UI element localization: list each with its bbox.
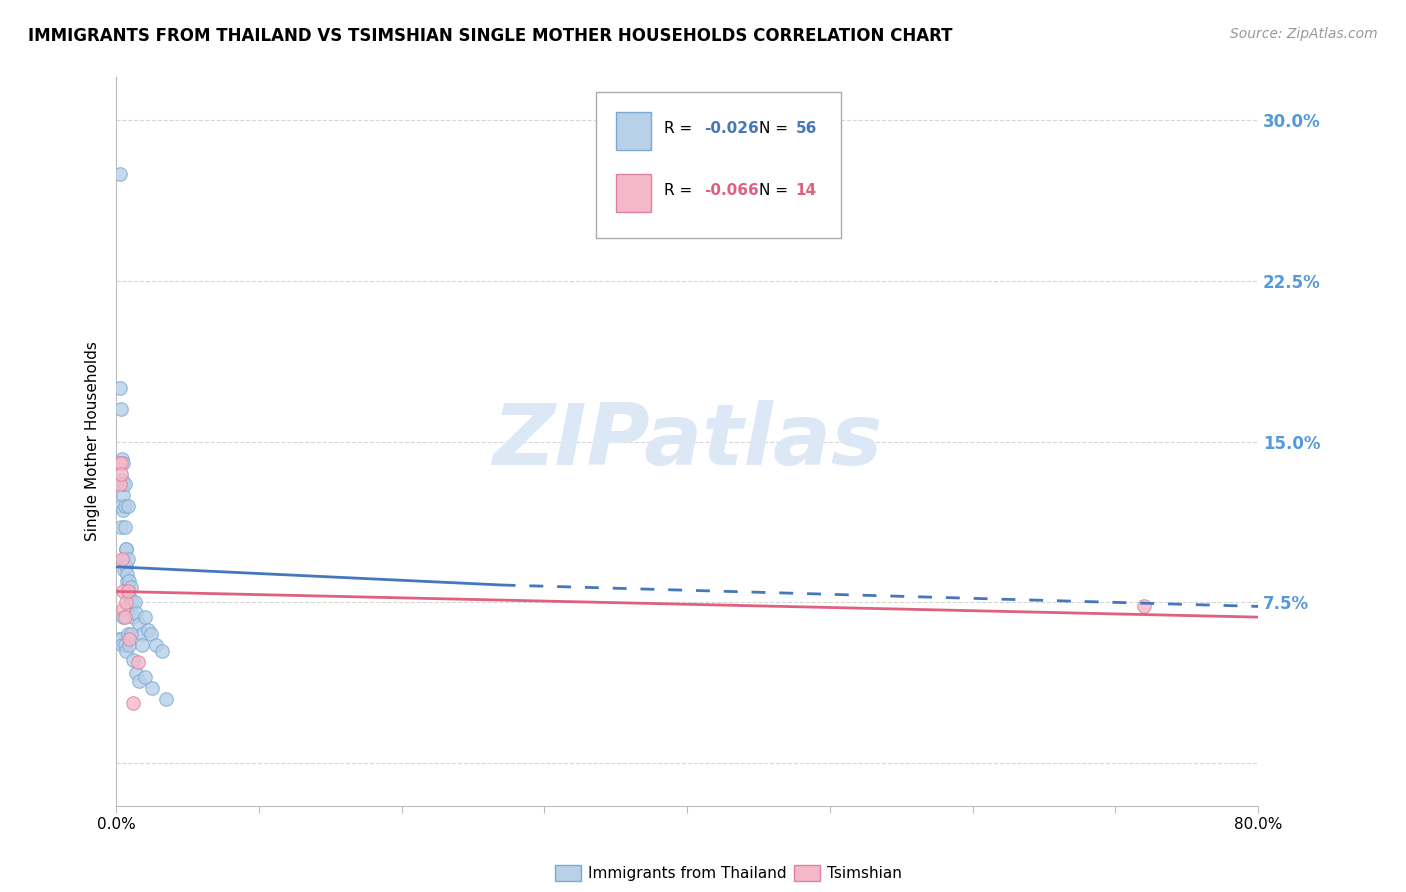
Point <box>122 696 145 710</box>
Point <box>115 541 138 556</box>
Point <box>118 589 141 603</box>
Point <box>117 627 139 641</box>
Point <box>110 632 132 646</box>
Point <box>111 488 134 502</box>
Point <box>114 638 136 652</box>
Point <box>115 595 138 609</box>
Point <box>139 627 162 641</box>
Point <box>110 467 132 481</box>
Point <box>112 456 135 470</box>
Point <box>117 580 139 594</box>
FancyBboxPatch shape <box>596 92 841 237</box>
Point <box>114 520 136 534</box>
Point <box>114 610 136 624</box>
Point <box>128 674 150 689</box>
Point <box>114 499 136 513</box>
Point <box>117 584 139 599</box>
Point <box>108 632 131 646</box>
Point <box>117 499 139 513</box>
Text: ZIPatlas: ZIPatlas <box>492 400 883 483</box>
Point <box>141 681 163 695</box>
Point <box>110 381 132 395</box>
Point <box>115 644 138 658</box>
Text: Immigrants from Thailand: Immigrants from Thailand <box>588 866 786 880</box>
Point <box>112 610 135 624</box>
Point <box>131 638 153 652</box>
Point <box>134 610 156 624</box>
Point <box>110 499 132 513</box>
Point <box>125 606 148 620</box>
Point <box>136 623 159 637</box>
Text: -0.066: -0.066 <box>704 183 759 198</box>
Point <box>111 638 134 652</box>
Text: Tsimshian: Tsimshian <box>827 866 901 880</box>
Point <box>134 670 156 684</box>
Point <box>155 691 177 706</box>
Point <box>111 451 134 466</box>
Point <box>112 477 135 491</box>
Point <box>121 595 143 609</box>
Point <box>115 574 138 588</box>
Point <box>115 558 138 573</box>
Point <box>145 638 167 652</box>
Point <box>111 584 134 599</box>
Text: N =: N = <box>759 121 793 136</box>
Y-axis label: Single Mother Households: Single Mother Households <box>86 342 100 541</box>
Point <box>118 638 141 652</box>
FancyBboxPatch shape <box>616 174 651 212</box>
Point <box>111 552 134 566</box>
Point <box>150 644 173 658</box>
Point <box>111 473 134 487</box>
Point <box>114 541 136 556</box>
Point <box>112 601 135 615</box>
Text: -0.026: -0.026 <box>704 121 759 136</box>
Text: IMMIGRANTS FROM THAILAND VS TSIMSHIAN SINGLE MOTHER HOUSEHOLDS CORRELATION CHART: IMMIGRANTS FROM THAILAND VS TSIMSHIAN SI… <box>28 27 953 45</box>
Text: Source: ZipAtlas.com: Source: ZipAtlas.com <box>1230 27 1378 41</box>
Text: 14: 14 <box>796 183 817 198</box>
Point <box>115 567 138 582</box>
Point <box>118 601 141 615</box>
FancyBboxPatch shape <box>616 112 651 150</box>
Point <box>114 477 136 491</box>
Point <box>112 552 135 566</box>
Text: 56: 56 <box>796 121 817 136</box>
Point <box>117 552 139 566</box>
Point <box>110 402 132 417</box>
Point <box>127 655 149 669</box>
Point <box>122 653 145 667</box>
Point <box>118 574 141 588</box>
Point <box>108 456 131 470</box>
Point <box>128 616 150 631</box>
Point <box>120 595 142 609</box>
Point <box>110 520 132 534</box>
Point <box>120 580 142 594</box>
Point <box>108 167 131 181</box>
Point <box>1133 599 1156 614</box>
Point <box>110 456 132 470</box>
Point <box>118 632 141 646</box>
Point <box>120 627 142 641</box>
Point <box>112 563 135 577</box>
Text: N =: N = <box>759 183 793 198</box>
Text: R =: R = <box>665 121 697 136</box>
Text: R =: R = <box>665 183 697 198</box>
Point <box>125 665 148 680</box>
Point <box>122 610 145 624</box>
Point <box>108 477 131 491</box>
Point <box>124 595 146 609</box>
Point <box>131 627 153 641</box>
Point <box>111 503 134 517</box>
